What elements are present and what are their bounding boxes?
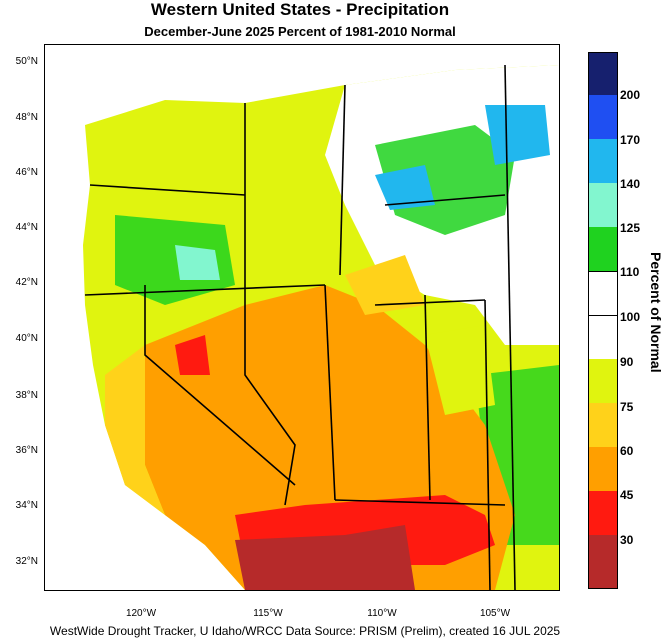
lat-label-32: 32°N	[15, 556, 38, 567]
legend-swatch	[589, 53, 617, 95]
legend-swatch	[589, 139, 617, 183]
lat-label-50: 50°N	[15, 56, 38, 67]
legend-swatch	[589, 403, 617, 447]
legend-title: Percent of Normal	[648, 252, 664, 373]
legend-swatch	[589, 315, 617, 360]
map-canvas	[83, 64, 559, 590]
precipitation-map	[44, 44, 560, 591]
legend-swatch	[589, 491, 617, 535]
lon-label-110: 110°W	[367, 608, 397, 619]
legend-tick-110: 110	[620, 265, 640, 279]
map-title: Western United States - Precipitation	[150, 0, 450, 19]
region-utah-yellow	[345, 255, 425, 315]
region-colorado-yellow	[425, 325, 495, 415]
lat-label-38: 38°N	[15, 390, 38, 401]
region-nevada-red	[175, 335, 210, 375]
region-arizona-darkred	[235, 525, 415, 590]
state-boundaries	[84, 64, 516, 590]
lat-label-36: 36°N	[15, 445, 38, 456]
lat-label-48: 48°N	[15, 112, 38, 123]
map-subtitle: December-June 2025 Percent of 1981-2010 …	[144, 24, 456, 39]
legend-swatch	[589, 447, 617, 491]
legend-tick-125: 125	[620, 221, 641, 235]
lat-label-46: 46°N	[15, 167, 38, 178]
lon-label-105: 105°W	[479, 608, 511, 619]
lon-label-115: 115°W	[253, 608, 283, 619]
legend-tick-30: 30	[620, 533, 634, 547]
legend-colorbar	[588, 52, 618, 589]
legend-swatch	[589, 183, 617, 227]
legend-tick-75: 75	[620, 400, 634, 414]
legend-swatch	[589, 271, 617, 316]
legend-tick-60: 60	[620, 444, 634, 458]
legend-tick-90: 90	[620, 355, 634, 369]
legend-tick-200: 200	[620, 88, 641, 102]
region-montana-blue	[375, 165, 435, 210]
footer-credit: WestWide Drought Tracker, U Idaho/WRCC D…	[49, 624, 561, 638]
lat-label-44: 44°N	[15, 222, 38, 233]
legend-tick-45: 45	[620, 488, 634, 502]
region-oregon-green	[115, 215, 235, 305]
legend-swatch	[589, 227, 617, 271]
lat-label-42: 42°N	[15, 277, 38, 288]
legend-swatch	[589, 95, 617, 139]
region-oregon-teal	[175, 245, 220, 280]
lat-label-34: 34°N	[15, 500, 38, 511]
legend-tick-100: 100	[620, 310, 641, 324]
lon-label-120: 120°W	[125, 608, 157, 619]
region-south-yellow	[105, 345, 165, 515]
legend-swatch	[589, 359, 617, 403]
lat-label-40: 40°N	[15, 333, 38, 344]
region-nd-blue	[485, 105, 550, 165]
legend-tick-140: 140	[620, 177, 641, 191]
legend-tick-170: 170	[620, 133, 641, 147]
legend-swatch	[589, 535, 617, 588]
